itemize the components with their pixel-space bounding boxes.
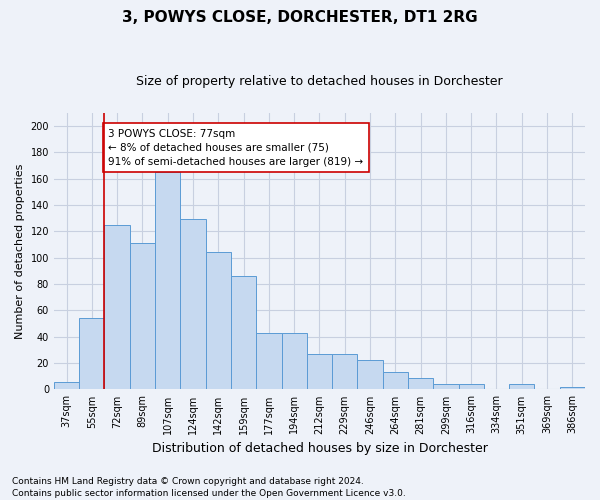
Bar xyxy=(307,354,332,390)
Bar xyxy=(181,220,206,390)
Bar xyxy=(458,384,484,390)
Bar xyxy=(383,372,408,390)
Bar xyxy=(155,172,181,390)
Y-axis label: Number of detached properties: Number of detached properties xyxy=(15,164,25,339)
Bar xyxy=(54,382,79,390)
Text: 3 POWYS CLOSE: 77sqm
← 8% of detached houses are smaller (75)
91% of semi-detach: 3 POWYS CLOSE: 77sqm ← 8% of detached ho… xyxy=(108,128,364,166)
Bar xyxy=(358,360,383,390)
Bar xyxy=(433,384,458,390)
Text: Contains HM Land Registry data © Crown copyright and database right 2024.
Contai: Contains HM Land Registry data © Crown c… xyxy=(12,476,406,498)
Bar xyxy=(408,378,433,390)
Bar xyxy=(231,276,256,390)
Bar xyxy=(256,333,281,390)
Bar xyxy=(130,243,155,390)
Bar xyxy=(104,225,130,390)
X-axis label: Distribution of detached houses by size in Dorchester: Distribution of detached houses by size … xyxy=(152,442,487,455)
Title: Size of property relative to detached houses in Dorchester: Size of property relative to detached ho… xyxy=(136,75,503,88)
Text: 3, POWYS CLOSE, DORCHESTER, DT1 2RG: 3, POWYS CLOSE, DORCHESTER, DT1 2RG xyxy=(122,10,478,25)
Bar xyxy=(206,252,231,390)
Bar xyxy=(560,387,585,390)
Bar xyxy=(509,384,535,390)
Bar xyxy=(281,333,307,390)
Bar xyxy=(79,318,104,390)
Bar xyxy=(332,354,358,390)
